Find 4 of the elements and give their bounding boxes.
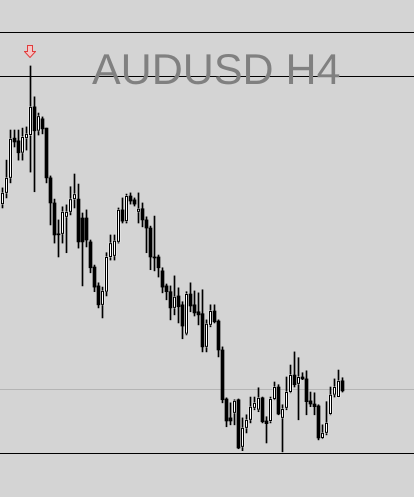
candlestick (296, 357, 300, 420)
candlestick (228, 402, 232, 426)
candlestick (152, 216, 156, 272)
candlestick (136, 192, 140, 224)
